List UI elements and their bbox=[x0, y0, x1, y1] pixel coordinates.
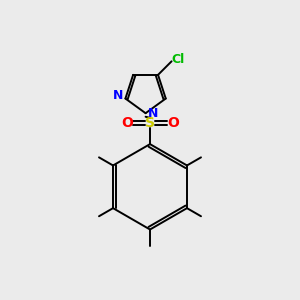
Text: O: O bbox=[167, 116, 179, 130]
Text: N: N bbox=[113, 89, 123, 102]
Text: S: S bbox=[145, 116, 155, 130]
Text: N: N bbox=[148, 107, 158, 120]
Text: O: O bbox=[121, 116, 133, 130]
Text: Cl: Cl bbox=[171, 53, 185, 66]
